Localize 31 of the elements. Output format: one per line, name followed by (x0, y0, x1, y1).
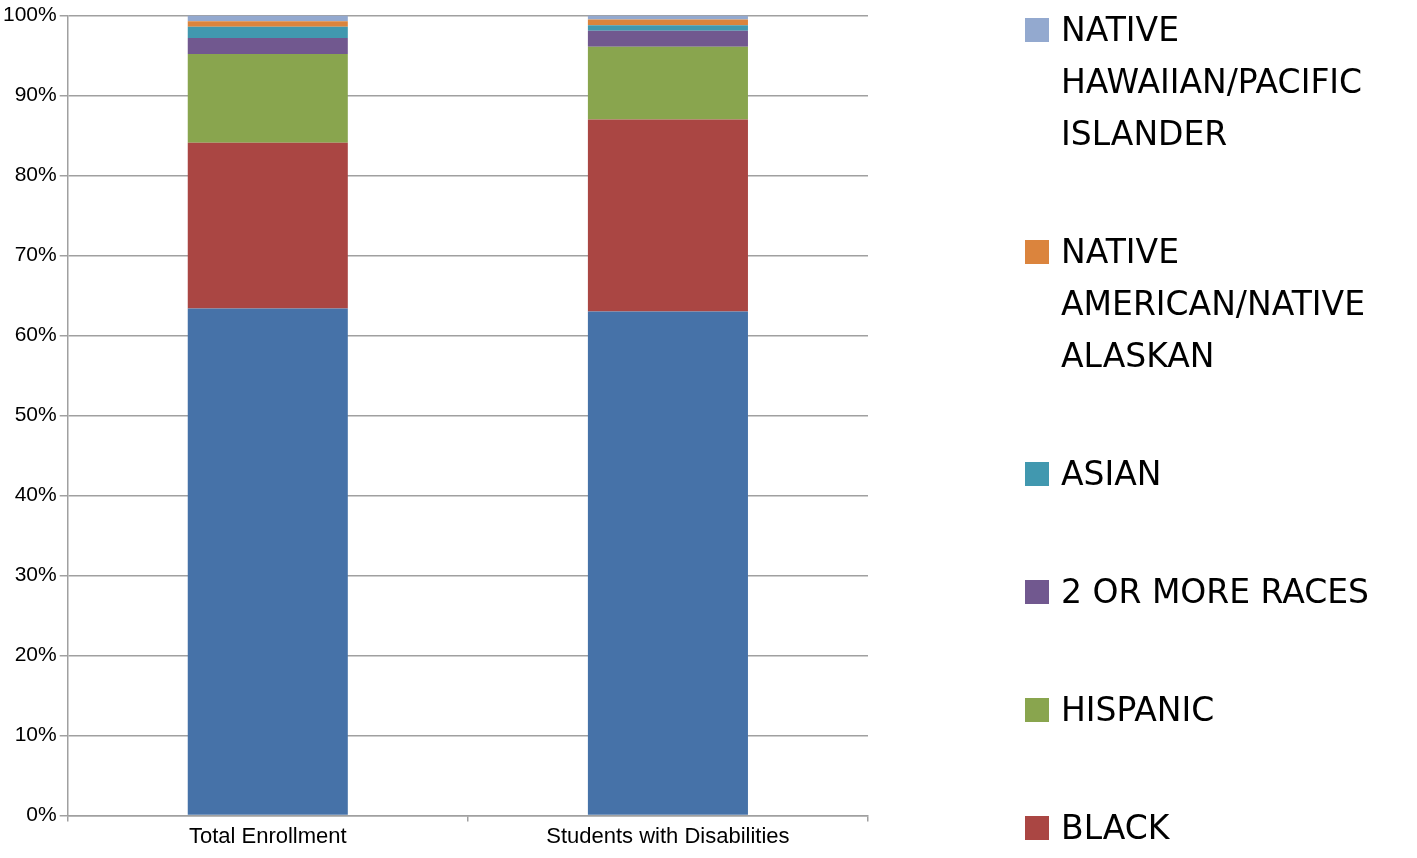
legend-label: NATIVE HAWAIIAN/PACIFIC ISLANDER (1061, 9, 1364, 155)
bar (187, 38, 348, 54)
y-tick-label: 70% (14, 242, 57, 266)
bar (187, 26, 348, 38)
y-tick-label: 100% (2, 2, 57, 26)
legend-label: BLACK (1061, 807, 1170, 849)
legend-label: 2 OR MORE RACES (1061, 571, 1370, 613)
y-tick-label: 90% (14, 82, 57, 106)
y-tick-label: 0% (26, 802, 57, 826)
legend-label: NATIVE AMERICAN/NATIVE ALASKAN (1061, 231, 1366, 377)
bar (187, 308, 348, 815)
y-tick-label: 20% (14, 642, 57, 666)
bar (187, 21, 348, 27)
legend-label: HISPANIC (1061, 689, 1215, 731)
bar (187, 142, 348, 309)
y-tick-label: 40% (14, 482, 57, 506)
bar (587, 46, 748, 120)
bar (587, 15, 748, 20)
bar (587, 311, 748, 815)
x-tick-label: Total Enrollment (188, 822, 347, 848)
bar (187, 54, 348, 143)
x-tick-label: Students with Disabilities (546, 822, 790, 848)
y-tick-label: 50% (14, 402, 57, 426)
y-tick-label: 30% (14, 562, 57, 586)
legend-label: ASIAN (1061, 453, 1162, 495)
y-tick-label: 10% (14, 722, 57, 746)
bar (587, 25, 748, 31)
bar (587, 119, 748, 312)
y-tick-label: 80% (14, 162, 57, 186)
bar (587, 30, 748, 47)
y-tick-label: 60% (14, 322, 57, 346)
